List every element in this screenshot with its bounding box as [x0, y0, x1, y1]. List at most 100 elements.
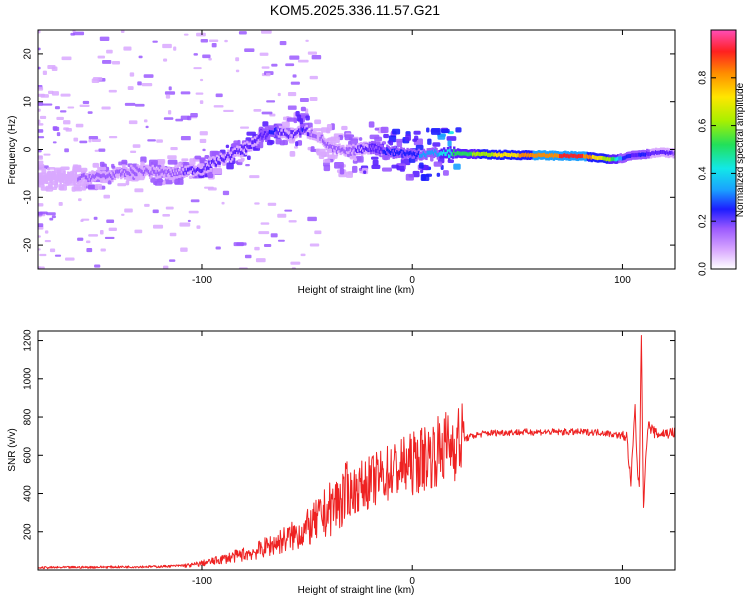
- spectrogram-ridge-core: [82, 173, 85, 178]
- spectrogram-noise-blob: [124, 102, 136, 106]
- spectrogram-noise-blob: [253, 108, 262, 112]
- spectrogram-noise-blob: [307, 216, 317, 222]
- spectrogram-ridge-core: [212, 158, 215, 163]
- spectrogram-ridge-core: [141, 169, 144, 174]
- spectrogram-ridge-core: [40, 178, 43, 183]
- spectrogram-ridge-core: [56, 174, 60, 179]
- spectrogram-ridge-core: [97, 172, 100, 177]
- spectrogram-ridge-core: [509, 153, 513, 158]
- spectrogram-ridge-core: [196, 167, 200, 172]
- spectrogram-ridge-core: [543, 152, 547, 157]
- colorbar-tick-label: 0.8: [698, 70, 709, 84]
- spectrogram-noise-blob: [235, 69, 240, 73]
- spectrogram-ridge-core: [659, 149, 663, 154]
- spectrogram-noise-blob: [261, 111, 273, 115]
- spectrogram-ridge-core: [68, 174, 71, 179]
- spectrogram-noise-blob: [56, 116, 64, 120]
- spectrogram-noise-blob: [106, 49, 113, 54]
- spectrogram-blob: [381, 167, 392, 172]
- spectrogram-noise-blob: [208, 39, 219, 42]
- spectrogram-ridge-core: [624, 155, 628, 160]
- spectrogram-ridge-core: [456, 150, 460, 155]
- spectrogram-marks: [38, 30, 675, 269]
- spectrogram-noise-blob: [143, 74, 154, 78]
- colorbar-ticks: 0.0 0.2 0.4 0.6 0.8: [698, 70, 736, 276]
- spectrogram-ridge-core: [41, 178, 45, 183]
- spectrogram-ridge-core: [516, 153, 519, 158]
- spectrogram-ridge-core: [315, 134, 318, 139]
- spectrogram-ridge-core: [647, 152, 650, 157]
- spectrogram-ridge-core: [484, 152, 487, 157]
- spectrogram-blob: [396, 165, 405, 171]
- spectrogram-blob: [74, 164, 82, 168]
- spectrogram-ridge-core: [120, 172, 123, 177]
- spectrogram-ridge-core: [195, 168, 199, 173]
- spectrogram-ridge-core: [381, 147, 384, 152]
- spectrogram-ridge-core: [289, 133, 292, 138]
- spectrogram-blob: [383, 133, 389, 139]
- spectrogram-ridge-core: [149, 172, 152, 177]
- spectrogram-noise-blob: [179, 222, 191, 227]
- spectrogram-blob: [46, 167, 51, 171]
- spectrogram-blob: [372, 159, 379, 166]
- spectrogram-ridge-core: [431, 149, 435, 154]
- spectrogram-ridge-core: [589, 154, 592, 159]
- spectrogram-ridge-core: [324, 141, 327, 146]
- spectrogram-ridge-core: [91, 175, 94, 180]
- spectrogram-ridge-core: [442, 149, 446, 154]
- spectrogram-ridge-core: [609, 157, 612, 162]
- spectrogram-noise-blob: [309, 96, 318, 101]
- spectrogram-ridge-core: [265, 135, 268, 140]
- spectrogram-noise-blob: [164, 91, 176, 95]
- spectrogram-ridge-core: [292, 134, 296, 139]
- spectrogram-noise-blob: [152, 224, 164, 229]
- spectrogram-ridge-core: [405, 152, 408, 157]
- spectrogram-ridge-core: [62, 176, 65, 181]
- spectrogram-ridge-core: [98, 173, 102, 178]
- spectrogram-x-tick-label: 100: [614, 275, 631, 286]
- spectrogram-ridge-core: [662, 149, 665, 154]
- spectrogram-ridge-core: [152, 169, 156, 174]
- spectrogram-ridge-core: [330, 144, 334, 149]
- spectrogram-blob: [88, 184, 96, 190]
- spectrogram-ridge-core: [70, 175, 74, 180]
- spectrogram-ridge-core: [402, 150, 406, 155]
- spectrogram-ridge-core: [99, 174, 103, 179]
- spectrogram-noise-blob: [165, 206, 174, 210]
- spectrogram-ridge-core: [406, 150, 409, 155]
- spectrogram-noise-blob: [180, 247, 188, 252]
- spectrogram-noise-blob: [289, 55, 300, 60]
- spectrogram-ridge-core: [333, 145, 336, 150]
- spectrogram-noise-blob: [52, 141, 57, 144]
- spectrogram-ridge-core: [538, 152, 542, 157]
- spectrogram-ridge-core: [519, 153, 523, 158]
- spectrogram-noise-blob: [86, 247, 93, 253]
- spectrogram-noise-blob: [180, 135, 191, 141]
- spectrogram-ridge-core: [580, 154, 583, 159]
- spectrogram-blob: [71, 186, 76, 192]
- spectrogram-noise-blob: [108, 89, 117, 93]
- spectrogram-ridge-core: [417, 151, 421, 156]
- spectrogram-noise-blob: [98, 148, 106, 152]
- spectrogram-blob: [441, 128, 450, 134]
- spectrogram-noise-blob: [63, 120, 71, 125]
- spectrogram-ridge-core: [628, 153, 631, 158]
- spectrogram-noise-blob: [134, 188, 144, 193]
- spectrogram-ridge-core: [672, 151, 675, 156]
- spectrogram-noise-blob: [77, 237, 84, 241]
- spectrogram-ridge-core: [286, 133, 289, 138]
- spectrogram-ridge-core: [393, 148, 397, 153]
- spectrogram-blob: [237, 159, 245, 163]
- snr-x-tick-label: 0: [409, 576, 415, 587]
- spectrogram-noise-blob: [120, 30, 125, 33]
- spectrogram-noise-blob: [167, 110, 172, 115]
- spectrogram-noise-blob: [163, 58, 168, 62]
- spectrogram-blob: [380, 126, 389, 133]
- spectrogram-ridge-core: [131, 169, 134, 174]
- spectrogram-noise-blob: [254, 202, 260, 205]
- spectrogram-blob: [207, 171, 214, 178]
- spectrogram-noise-blob: [40, 94, 49, 98]
- spectrogram-blob: [447, 140, 452, 147]
- spectrogram-blob: [419, 162, 424, 169]
- spectrogram-ridge-core: [136, 166, 139, 171]
